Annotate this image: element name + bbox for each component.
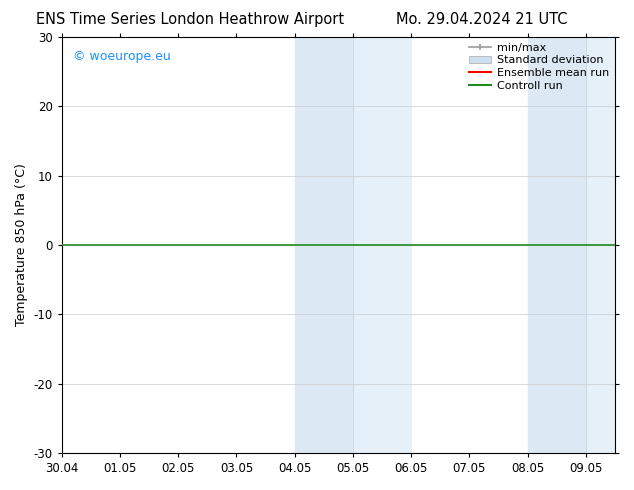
Bar [295,37,353,453]
Text: ENS Time Series London Heathrow Airport: ENS Time Series London Heathrow Airport [36,12,344,27]
Bar [353,37,411,453]
Legend: min/max, Standard deviation, Ensemble mean run, Controll run: min/max, Standard deviation, Ensemble me… [469,43,609,91]
Bar [586,37,615,453]
Bar [527,37,586,453]
Y-axis label: Temperature 850 hPa (°C): Temperature 850 hPa (°C) [15,164,28,326]
Text: © woeurope.eu: © woeurope.eu [73,49,171,63]
Text: Mo. 29.04.2024 21 UTC: Mo. 29.04.2024 21 UTC [396,12,567,27]
